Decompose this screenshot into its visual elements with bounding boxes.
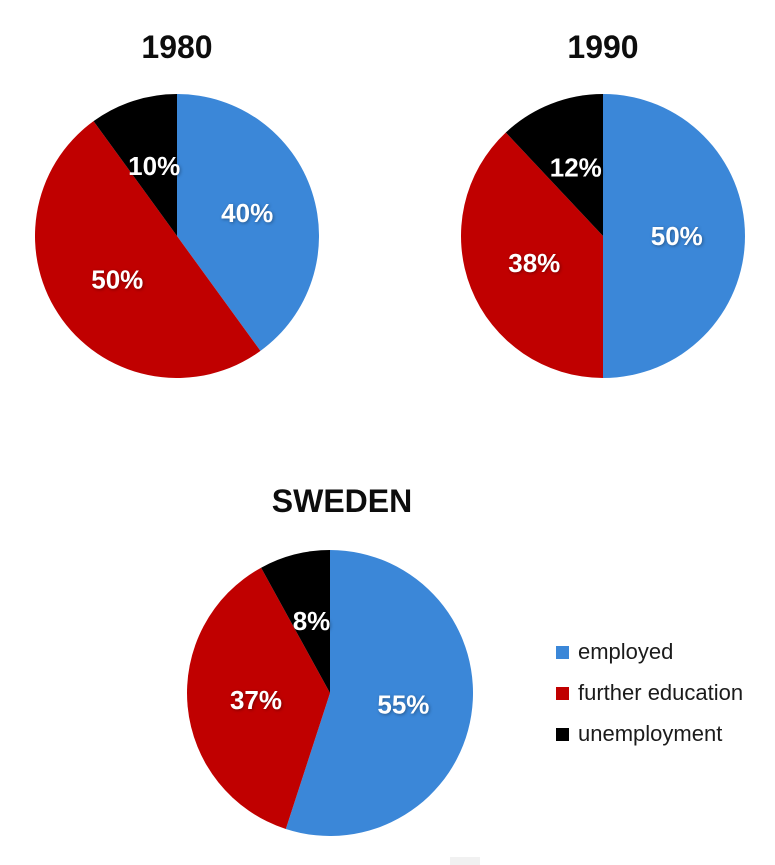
page-edge-artifact xyxy=(450,857,480,865)
legend-swatch-unemployment xyxy=(556,727,569,741)
pie-slice-unemployment xyxy=(93,94,177,236)
legend-label-further-education: further education xyxy=(578,680,744,705)
pie-slice-unemployment xyxy=(505,94,603,236)
pie-slice-further-education xyxy=(187,567,330,829)
chart-legend: employed further education unemployment xyxy=(556,639,743,762)
pie-slice-label-further-education: 37% xyxy=(230,685,282,715)
pie-slice-further-education xyxy=(35,121,261,378)
pie-slice-label-employed: 50% xyxy=(651,221,703,251)
legend-swatch-further-education xyxy=(556,686,569,700)
pie-slice-label-employed: 55% xyxy=(377,690,429,720)
pie-slice-label-unemployment: 8% xyxy=(293,606,331,636)
pie-chart-sweden: 55% 37% 8% xyxy=(187,550,473,836)
pie-chart-1990: 50% 38% 12% xyxy=(461,94,745,378)
pie-slice-employed xyxy=(285,550,473,836)
legend-item-unemployment: unemployment xyxy=(556,721,743,747)
pie-slice-label-unemployment: 10% xyxy=(128,151,180,181)
legend-label-employed: employed xyxy=(578,639,674,664)
legend-label-unemployment: unemployment xyxy=(578,721,723,746)
pie-slice-label-employed: 40% xyxy=(221,198,273,228)
pie-slice-unemployment xyxy=(261,550,330,693)
chart-title-1990: 1990 xyxy=(567,29,639,65)
legend-item-further-education: further education xyxy=(556,680,743,706)
chart-title-1980: 1980 xyxy=(141,29,213,65)
legend-item-employed: employed xyxy=(556,639,743,665)
pie-slice-label-unemployment: 12% xyxy=(550,152,602,182)
pie-slice-employed xyxy=(603,94,745,378)
pie-chart-1980: 40% 50% 10% xyxy=(35,94,319,378)
pie-slice-employed xyxy=(177,94,319,351)
pie-slice-further-education xyxy=(461,132,603,378)
legend-swatch-employed xyxy=(556,645,569,659)
pie-slice-label-further-education: 38% xyxy=(508,248,560,278)
chart-title-sweden: SWEDEN xyxy=(271,483,413,519)
pie-slice-label-further-education: 50% xyxy=(91,264,143,294)
